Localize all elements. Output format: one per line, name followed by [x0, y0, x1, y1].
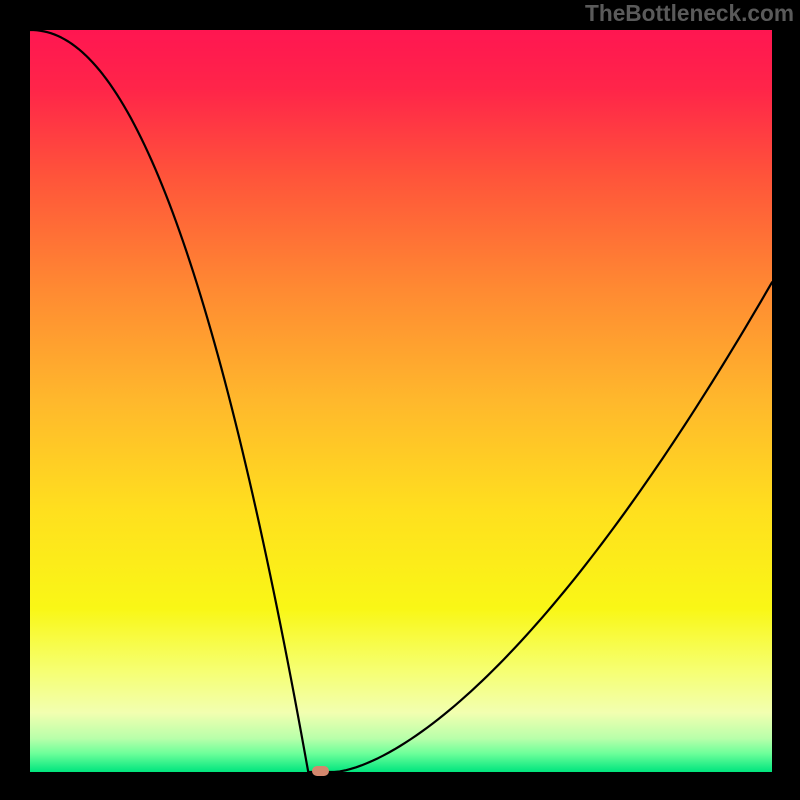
plot-area	[30, 30, 772, 772]
sweet-spot-marker	[312, 766, 329, 776]
bottleneck-chart: TheBottleneck.com	[0, 0, 800, 800]
curve-layer	[30, 30, 772, 772]
watermark-text: TheBottleneck.com	[585, 0, 794, 27]
bottleneck-curve	[30, 30, 772, 772]
